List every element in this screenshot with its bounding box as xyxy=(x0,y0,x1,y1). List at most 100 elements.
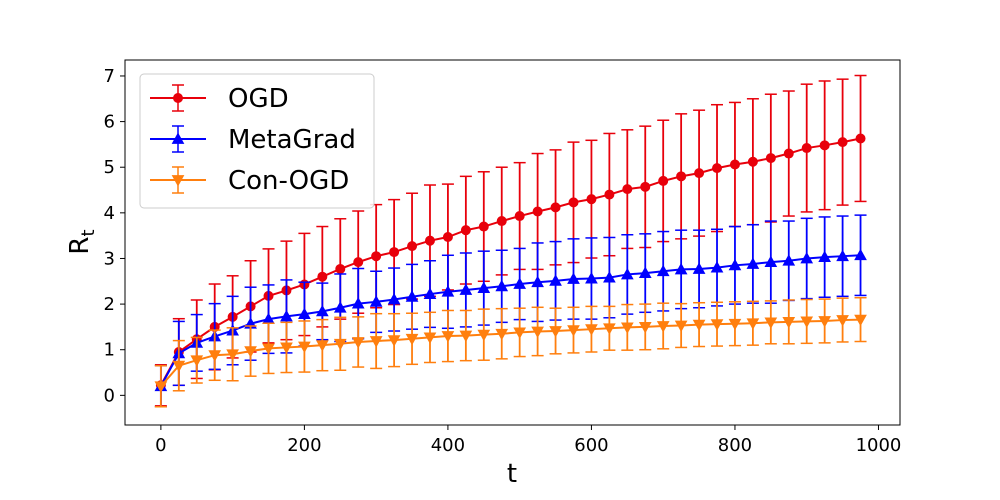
y-tick-label: 2 xyxy=(104,294,115,315)
y-tick-label: 1 xyxy=(104,340,115,361)
series-line xyxy=(160,318,861,387)
data-point xyxy=(729,159,740,170)
data-point xyxy=(405,290,419,302)
data-point xyxy=(658,175,669,186)
plot-frame xyxy=(124,59,901,426)
legend: OGD MetaGrad Con-OGD xyxy=(139,73,375,209)
y-tick-label: 0 xyxy=(104,385,115,406)
data-point xyxy=(855,133,866,144)
data-point xyxy=(692,262,706,274)
data-point xyxy=(495,328,509,341)
y-axis-title: Rt xyxy=(65,229,99,254)
data-point xyxy=(640,181,651,192)
data-point xyxy=(854,248,867,261)
data-point xyxy=(389,247,400,258)
legend-marker xyxy=(171,175,185,187)
data-point xyxy=(298,341,311,354)
data-point xyxy=(496,216,507,227)
data-point xyxy=(747,156,758,167)
data-point xyxy=(676,171,687,182)
data-point xyxy=(854,314,867,327)
data-point xyxy=(604,189,615,200)
data-point xyxy=(567,272,580,284)
data-point xyxy=(764,317,778,329)
data-point xyxy=(710,261,724,273)
data-point xyxy=(532,206,543,217)
data-point xyxy=(818,250,832,262)
data-point xyxy=(782,254,796,266)
x-tick-label: 1000 xyxy=(856,435,902,456)
data-point xyxy=(387,335,401,347)
legend-label: Con-OGD xyxy=(228,166,349,196)
data-point xyxy=(441,331,455,343)
data-point xyxy=(315,340,329,352)
x-tick-label: 400 xyxy=(431,435,465,456)
data-point xyxy=(764,255,778,268)
data-point xyxy=(407,241,418,252)
data-point xyxy=(620,267,634,280)
plot-data xyxy=(154,74,867,408)
legend-marker xyxy=(173,93,183,103)
data-point xyxy=(710,319,724,331)
y-axis-title-main: R xyxy=(65,236,95,254)
data-point xyxy=(459,330,473,343)
data-point xyxy=(459,283,473,295)
data-point xyxy=(280,342,293,354)
data-point xyxy=(371,251,382,262)
data-point xyxy=(549,326,562,338)
data-point xyxy=(585,324,598,336)
x-tick-label: 200 xyxy=(287,435,321,456)
legend-marker xyxy=(171,132,185,144)
data-point xyxy=(513,327,527,339)
data-point xyxy=(818,316,832,328)
data-point xyxy=(460,225,471,236)
legend-frame xyxy=(139,73,375,209)
data-point xyxy=(333,338,347,351)
data-point xyxy=(387,293,401,305)
data-point xyxy=(585,272,598,284)
x-axis-ticks: 0 200 400 600 800 1000 xyxy=(155,425,901,456)
data-point xyxy=(782,316,796,329)
data-point xyxy=(154,381,168,393)
data-point xyxy=(620,322,634,334)
data-point xyxy=(783,148,794,159)
data-point xyxy=(441,285,455,297)
y-tick-label: 4 xyxy=(104,203,115,224)
data-point xyxy=(513,277,527,289)
data-point xyxy=(656,321,670,333)
data-point xyxy=(442,232,453,243)
data-point xyxy=(531,275,544,288)
data-point xyxy=(674,320,688,333)
data-point xyxy=(836,315,849,327)
series-line xyxy=(159,137,861,386)
data-point xyxy=(674,262,688,275)
data-point xyxy=(172,360,186,373)
data-point xyxy=(351,297,365,309)
data-point xyxy=(335,263,346,274)
data-point xyxy=(190,355,204,367)
data-point xyxy=(550,202,561,213)
data-point xyxy=(333,301,347,313)
y-tick-label: 7 xyxy=(104,66,115,87)
data-point xyxy=(262,343,275,355)
data-point xyxy=(800,316,814,328)
y-tick-label: 6 xyxy=(104,112,115,133)
legend-label: OGD xyxy=(228,84,289,114)
data-point xyxy=(728,318,742,331)
data-point xyxy=(280,309,293,322)
data-point xyxy=(800,251,814,264)
data-point xyxy=(353,257,364,268)
data-point xyxy=(298,307,311,320)
data-point xyxy=(495,279,509,292)
data-point xyxy=(531,326,544,338)
data-point xyxy=(315,304,329,317)
data-point xyxy=(819,140,830,151)
data-point xyxy=(568,197,579,208)
data-point xyxy=(424,235,435,246)
series-line xyxy=(160,254,861,387)
data-point xyxy=(586,194,597,205)
data-point xyxy=(226,349,239,361)
data-point xyxy=(746,318,760,330)
data-point xyxy=(423,332,437,344)
legend-item-con-ogd: Con-OGD xyxy=(150,166,349,196)
